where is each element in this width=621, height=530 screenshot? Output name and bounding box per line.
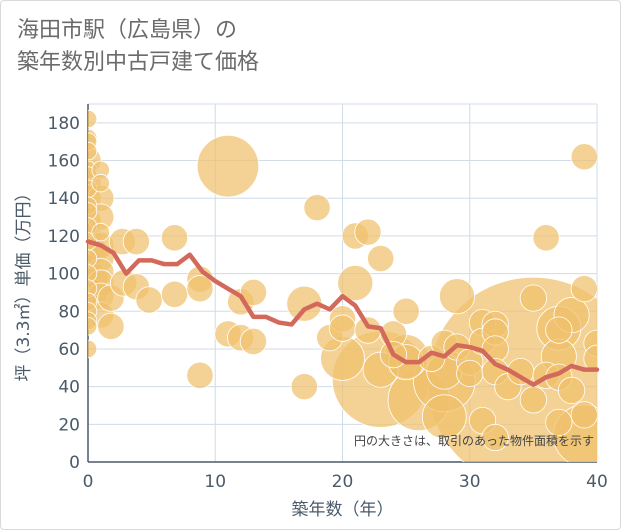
data-bubble xyxy=(160,280,189,308)
data-bubble xyxy=(290,373,318,401)
data-bubble xyxy=(367,244,395,273)
data-bubble xyxy=(481,423,509,452)
y-tick-label: 40 xyxy=(58,378,80,398)
y-tick-label: 60 xyxy=(58,340,80,360)
tick-labels: 0 20 40 60 80 100 120 140 160 180 0 10 20 30 40 xyxy=(48,114,608,492)
x-tick-label: 0 xyxy=(83,472,94,492)
data-bubble xyxy=(456,359,484,388)
average-price-line xyxy=(85,239,600,387)
data-bubble xyxy=(186,275,214,303)
y-tick-label: 120 xyxy=(48,227,80,247)
data-bubble xyxy=(88,317,98,336)
data-bubble xyxy=(570,275,597,303)
data-bubble xyxy=(196,134,260,198)
data-bubble xyxy=(421,394,467,440)
data-bubble xyxy=(519,386,547,414)
data-bubble xyxy=(557,376,586,404)
chart-title: 海田市駅（広島県）の 築年数別中古戸建て価格 xyxy=(17,15,259,79)
x-tick-label: 30 xyxy=(459,472,481,492)
data-bubble xyxy=(439,278,476,315)
data-bubble xyxy=(88,202,98,221)
chart-title-line-2: 築年数別中古戸建て価格 xyxy=(17,50,260,75)
y-tick-label: 80 xyxy=(58,302,80,322)
y-tick-label: 160 xyxy=(48,152,80,172)
y-tick-label: 100 xyxy=(48,265,80,285)
data-bubble xyxy=(135,286,163,314)
data-bubble xyxy=(392,297,420,325)
data-bubble xyxy=(545,408,573,437)
data-bubble xyxy=(97,312,125,340)
data-bubble xyxy=(88,339,98,359)
data-bubble xyxy=(532,224,560,252)
data-bubble xyxy=(88,249,98,268)
data-bubble xyxy=(88,109,98,129)
data-bubble xyxy=(519,284,547,312)
data-bubble xyxy=(545,316,573,344)
data-bubble xyxy=(303,194,331,222)
data-bubble xyxy=(239,278,268,307)
x-tick-label: 20 xyxy=(332,472,354,492)
y-tick-label: 0 xyxy=(69,453,80,473)
x-tick-label: 10 xyxy=(204,472,226,492)
y-tick-label: 140 xyxy=(48,189,80,209)
data-bubble xyxy=(328,314,357,342)
size-legend-note: 円の大きさは、取引のあった物件面積を示す xyxy=(354,433,594,448)
data-bubble xyxy=(122,227,150,256)
x-axis-title: 築年数（年） xyxy=(292,500,394,520)
data-bubble xyxy=(337,264,374,301)
data-bubble xyxy=(570,143,597,171)
data-bubble xyxy=(239,327,268,356)
chart-title-line-1: 海田市駅（広島県）の xyxy=(17,18,238,43)
y-tick-label: 20 xyxy=(58,415,80,435)
data-bubble xyxy=(570,401,597,429)
average-line-series xyxy=(85,239,600,387)
data-bubble xyxy=(88,264,98,283)
data-bubble xyxy=(354,218,382,246)
x-tick-label: 40 xyxy=(586,472,608,492)
data-bubble xyxy=(91,173,110,193)
y-axis-title: 坪（3.3㎡）単価（万円） xyxy=(14,184,34,381)
data-bubble xyxy=(160,224,189,252)
y-tick-label: 180 xyxy=(48,114,80,134)
data-bubble xyxy=(186,361,214,389)
data-bubble xyxy=(354,316,382,344)
data-bubble xyxy=(88,141,98,161)
data-bubble xyxy=(91,222,110,242)
